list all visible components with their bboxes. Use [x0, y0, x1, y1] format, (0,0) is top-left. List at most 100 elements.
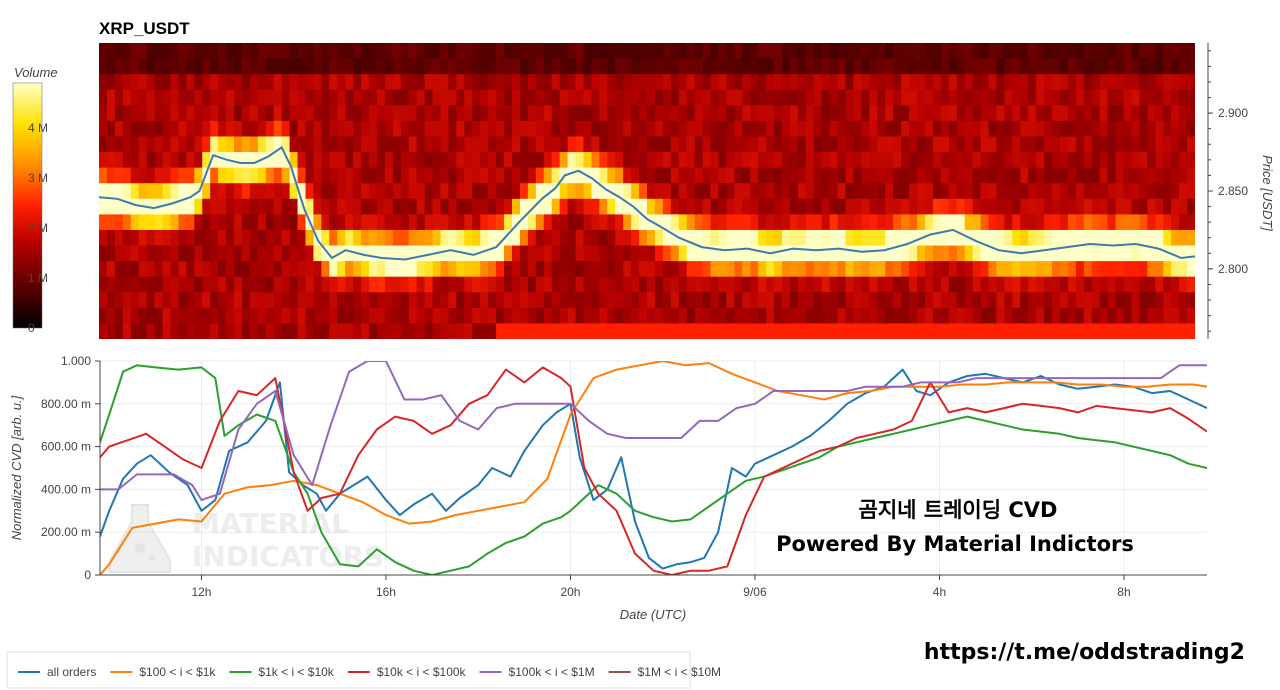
heatmap-cell [424, 307, 434, 325]
legend-item[interactable]: $1M < i < $10M [608, 665, 721, 679]
heatmap-cell [519, 167, 529, 184]
heatmap-cell [885, 152, 894, 169]
heatmap-cell [750, 89, 759, 106]
heatmap-cell [575, 120, 585, 138]
heatmap-cell [416, 292, 426, 309]
heatmap-cell [932, 136, 942, 153]
heatmap-cell [901, 261, 910, 278]
heatmap-cell [909, 307, 918, 325]
heatmap-cell [924, 152, 934, 169]
heatmap-cell [202, 307, 211, 325]
heatmap-cell [361, 214, 370, 231]
heatmap-cell [829, 307, 839, 325]
heatmap-cell [162, 167, 172, 184]
heatmap-cell [234, 152, 243, 169]
heatmap-cell [853, 136, 863, 153]
heatmap-cell [766, 74, 775, 91]
heatmap-cell [289, 261, 299, 278]
heatmap-cell [305, 152, 315, 169]
heatmap-cell [893, 136, 902, 153]
heatmap-cell [154, 276, 164, 293]
legend-item[interactable]: all orders [18, 665, 96, 679]
heatmap-cell [361, 183, 370, 200]
heatmap-cell [742, 261, 751, 278]
legend-item[interactable]: $100 < i < $1k [110, 665, 216, 679]
heatmap-cell [718, 152, 728, 169]
heatmap-cell [138, 89, 148, 106]
heatmap-cell [639, 120, 648, 138]
heatmap-cell [353, 229, 362, 247]
heatmap-cell [122, 89, 132, 106]
heatmap-cell [392, 261, 402, 278]
heatmap-cell [551, 261, 561, 278]
heatmap-cell [1187, 105, 1195, 122]
heatmap-cell [234, 276, 243, 293]
heatmap-cell [218, 136, 227, 153]
heatmap-cell [670, 89, 680, 106]
heatmap-cell [972, 323, 982, 339]
heatmap-cell [1044, 120, 1053, 138]
heatmap-cell [130, 292, 140, 309]
heatmap-cell [615, 105, 624, 122]
heatmap-cell [273, 58, 283, 75]
heatmap-cell [901, 43, 910, 60]
heatmap-cell [289, 74, 299, 91]
heatmap-cell [361, 245, 370, 262]
heatmap-cell [980, 198, 990, 215]
heatmap-cell [321, 43, 330, 60]
heatmap-cell [964, 136, 974, 153]
heatmap-cell [647, 292, 656, 309]
heatmap-cell [1091, 152, 1101, 169]
legend-item[interactable]: $1k < i < $10k [229, 665, 335, 679]
heatmap-cell [702, 245, 712, 262]
heatmap-cell [202, 229, 211, 247]
heatmap-cell [170, 198, 180, 215]
heatmap-cell [940, 43, 950, 60]
heatmap-cell [504, 74, 513, 91]
heatmap-cell [511, 198, 521, 215]
heatmap-cell [964, 261, 974, 278]
heatmap-cell [623, 261, 632, 278]
heatmap-cell [615, 167, 624, 184]
heatmap-cell [932, 198, 942, 215]
heatmap-cell [384, 58, 394, 75]
heatmap-cell [718, 167, 728, 184]
heatmap-cell [1012, 152, 1021, 169]
heatmap-cell [702, 323, 712, 339]
heatmap-cell [924, 183, 934, 200]
telegram-url[interactable]: https://t.me/oddstrading2 [924, 640, 1245, 665]
heatmap-cell [281, 198, 291, 215]
heatmap-cell [106, 167, 116, 184]
heatmap-cell [829, 261, 839, 278]
heatmap-cell [726, 261, 735, 278]
heatmap-cell [424, 105, 434, 122]
heatmap-cell [130, 74, 140, 91]
heatmap-cell [980, 120, 990, 138]
heatmap-cell [583, 261, 592, 278]
heatmap-cell [932, 229, 942, 247]
heatmap-cell [1075, 276, 1085, 293]
heatmap-cell [1107, 261, 1117, 278]
heatmap-cell [631, 245, 640, 262]
heatmap-cell [774, 43, 783, 60]
heatmap-cell [1067, 43, 1077, 60]
heatmap-cell [329, 276, 338, 293]
heatmap-cell [766, 58, 775, 75]
heatmap-cell [321, 276, 330, 293]
heatmap-cell [782, 261, 791, 278]
heatmap-cell [647, 43, 656, 60]
heatmap-cell [1099, 120, 1109, 138]
legend-item[interactable]: $10k < i < $100k [347, 665, 467, 679]
heatmap-cell [972, 58, 982, 75]
heatmap-cell [1123, 229, 1133, 247]
heatmap-cell [424, 183, 434, 200]
heatmap-cell [893, 74, 902, 91]
heatmap-cell [345, 261, 354, 278]
legend-item[interactable]: $100k < i < $1M [479, 665, 595, 679]
heatmap-cell [551, 120, 561, 138]
heatmap-cell [956, 74, 966, 91]
overlay-title: 곰지네 트레이딩 CVD [859, 498, 1058, 522]
heatmap-cell [893, 307, 902, 325]
heatmap-cell [662, 152, 672, 169]
heatmap-cell [670, 167, 680, 184]
